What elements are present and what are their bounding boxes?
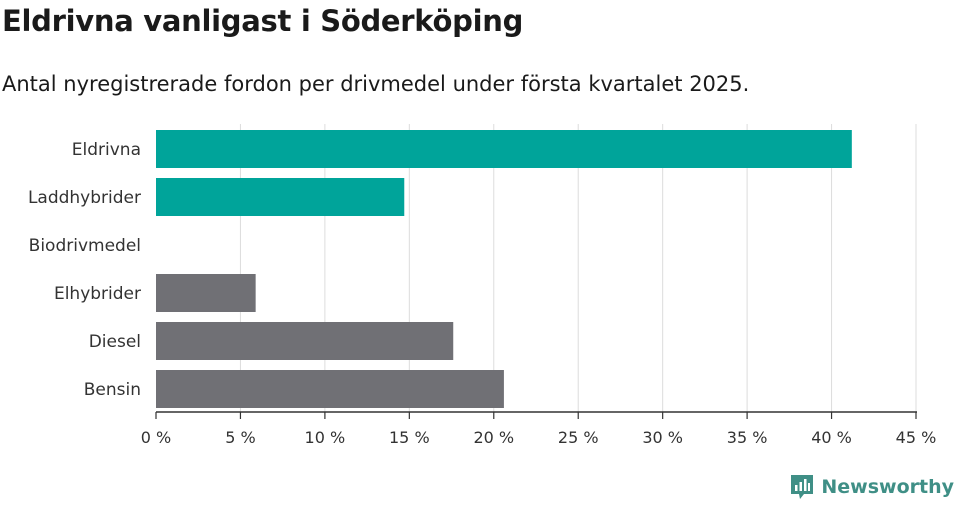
bar-elhybrider <box>156 274 256 312</box>
chart-title: Eldrivna vanligast i Söderköping <box>2 4 524 38</box>
x-tick-label: 0 % <box>141 428 171 447</box>
x-tick-label: 45 % <box>896 428 937 447</box>
brand: Newsworthy <box>789 473 954 501</box>
category-label: Bensin <box>84 380 141 400</box>
x-tick-label: 20 % <box>473 428 514 447</box>
category-label: Laddhybrider <box>28 188 141 208</box>
category-label: Diesel <box>89 332 141 352</box>
x-tick-label: 25 % <box>558 428 599 447</box>
category-label: Elhybrider <box>54 284 141 304</box>
x-tick-label: 35 % <box>727 428 768 447</box>
bar-eldrivna <box>156 130 852 168</box>
category-label: Biodrivmedel <box>29 236 141 256</box>
x-tick-label: 40 % <box>811 428 852 447</box>
newsworthy-logo-icon <box>791 475 814 499</box>
bar-diesel <box>156 322 454 360</box>
x-tick-label: 5 % <box>225 428 255 447</box>
chart-subtitle: Antal nyregistrerade fordon per drivmede… <box>2 72 750 96</box>
category-label: Eldrivna <box>72 140 141 160</box>
bar-laddhybrider <box>156 178 405 216</box>
x-tick-label: 10 % <box>305 428 346 447</box>
bar-bensin <box>156 370 504 408</box>
x-tick-label: 15 % <box>389 428 430 447</box>
brand-name: Newsworthy <box>821 476 954 498</box>
x-tick-label: 30 % <box>642 428 683 447</box>
